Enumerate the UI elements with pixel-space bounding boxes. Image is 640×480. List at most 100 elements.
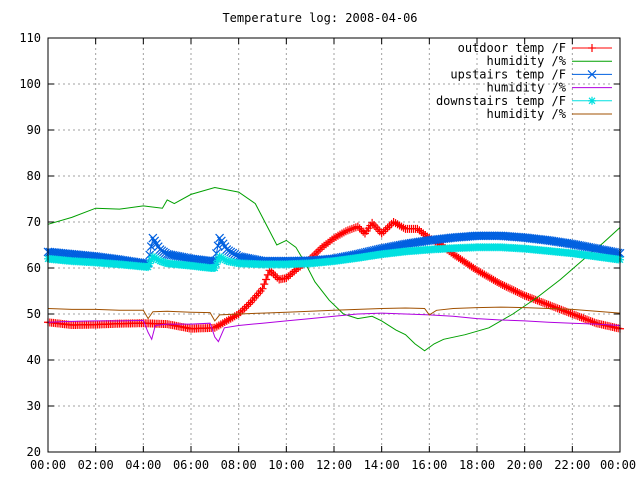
x-tick-label: 22:00 (554, 458, 590, 472)
data-point (518, 290, 527, 299)
data-point (239, 253, 249, 262)
data-point (339, 228, 348, 237)
data-point (171, 251, 181, 261)
data-point (260, 280, 269, 289)
data-point (583, 315, 591, 324)
data-point (379, 227, 388, 236)
data-point (606, 247, 616, 256)
x-axis-ticks: 00:00 02:00 04:00 06:00 08:00 10:00 12:00 14:00… (30, 38, 636, 472)
x-tick-label: 06:00 (173, 458, 209, 472)
data-point (162, 249, 172, 259)
data-point (393, 241, 403, 250)
data-point (509, 286, 518, 295)
data-point (504, 283, 513, 292)
data-point (381, 225, 390, 234)
data-point (571, 240, 581, 250)
data-point (343, 226, 352, 235)
data-point (258, 284, 267, 293)
y-tick-label: 40 (27, 353, 41, 367)
legend-label: downstairs temp /F (436, 94, 566, 108)
data-point (579, 314, 588, 323)
data-point (359, 227, 368, 236)
data-point (522, 292, 531, 301)
x-tick-label: 14:00 (364, 458, 400, 472)
data-point (582, 242, 592, 252)
data-point (236, 252, 245, 262)
data-point (588, 96, 596, 105)
data-point (595, 244, 605, 254)
data-point (611, 248, 621, 257)
data-point (166, 250, 176, 260)
data-point (604, 246, 614, 256)
data-point (542, 300, 551, 309)
data-point (210, 264, 219, 272)
x-tick-label: 20:00 (507, 458, 543, 472)
data-point (164, 250, 174, 259)
data-point (573, 240, 583, 250)
data-point (524, 293, 533, 302)
y-tick-label: 50 (27, 307, 41, 321)
data-point (240, 304, 249, 313)
data-point (234, 252, 244, 261)
data-point (577, 313, 586, 322)
data-point (390, 241, 399, 251)
data-point (540, 299, 549, 308)
data-point (593, 244, 603, 254)
series-line (47, 186, 621, 352)
data-point (539, 298, 547, 307)
data-point (581, 314, 590, 323)
y-tick-label: 70 (27, 215, 41, 229)
data-point (237, 252, 247, 262)
data-point (286, 270, 295, 279)
data-point (345, 225, 354, 234)
data-point (399, 223, 408, 232)
data-point (502, 282, 511, 291)
data-point (588, 243, 597, 253)
data-point (537, 297, 546, 306)
data-point (513, 288, 522, 297)
plot-frame (47, 37, 621, 453)
data-point (608, 247, 618, 257)
x-tick-label: 16:00 (411, 458, 447, 472)
legend-label: humidity /% (487, 107, 567, 121)
data-point (353, 222, 362, 231)
x-tick-label: 18:00 (459, 458, 495, 472)
data-point (391, 241, 401, 251)
legend-label: upstairs temp /F (450, 67, 566, 81)
data-point (566, 309, 575, 318)
data-point (507, 285, 516, 294)
y-tick-label: 90 (27, 123, 41, 137)
data-point (357, 226, 366, 235)
data-point (168, 250, 178, 260)
data-point (377, 229, 386, 238)
data-point (355, 224, 364, 233)
data-point (496, 280, 505, 289)
data-point (288, 269, 297, 278)
data-point (314, 247, 323, 256)
data-point (506, 284, 514, 293)
data-point (587, 69, 597, 79)
y-axis-ticks: 20 30 40 50 60 70 80 90 100 110 (19, 31, 620, 459)
data-point (341, 227, 350, 236)
data-point (212, 260, 221, 269)
data-point (564, 308, 573, 317)
x-tick-label: 12:00 (316, 458, 352, 472)
data-point (572, 311, 580, 320)
data-point (173, 251, 183, 261)
data-point (273, 273, 282, 282)
data-point (584, 316, 593, 325)
y-tick-label: 20 (27, 445, 41, 459)
data-point (242, 302, 251, 311)
series-line (47, 312, 621, 343)
data-point (177, 252, 187, 262)
data-point (544, 300, 553, 309)
data-point (511, 287, 520, 296)
data-point (610, 247, 619, 257)
data-point (312, 249, 321, 258)
data-point (146, 242, 156, 251)
x-tick-label: 02:00 (78, 458, 114, 472)
data-point (599, 245, 608, 255)
data-point (282, 274, 291, 283)
data-point (395, 240, 405, 250)
data-point (591, 244, 601, 254)
